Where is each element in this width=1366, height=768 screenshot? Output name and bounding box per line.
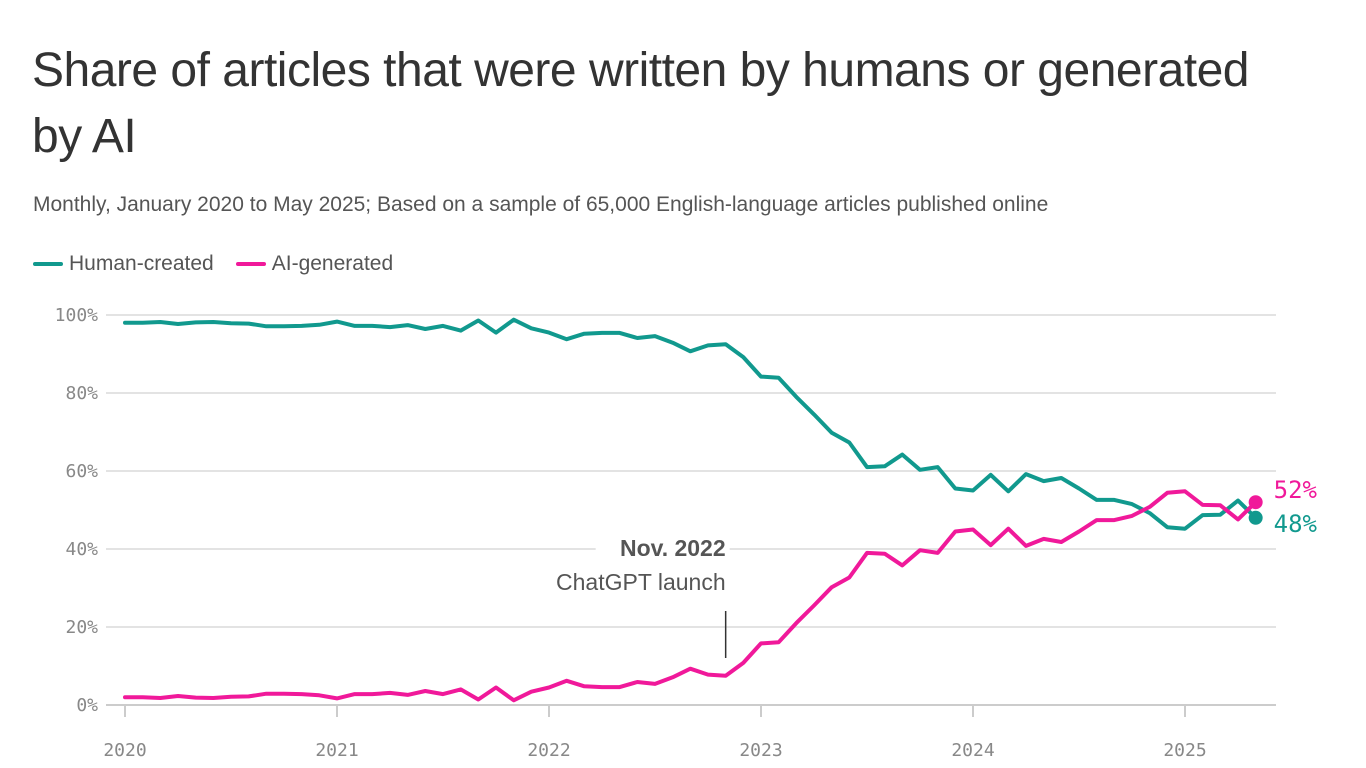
y-tick-label: 60% xyxy=(65,461,98,482)
legend-item-human: Human-created xyxy=(33,252,214,276)
y-tick-label: 0% xyxy=(76,695,98,716)
y-tick-label: 40% xyxy=(65,539,98,560)
legend: Human-created AI-generated xyxy=(33,252,393,276)
y-tick-label: 100% xyxy=(55,305,99,326)
x-tick-label: 2023 xyxy=(739,740,782,761)
legend-label-ai: AI-generated xyxy=(271,252,394,275)
chart-title: Share of articles that were written by h… xyxy=(32,44,1249,163)
series-end-label: 48% xyxy=(1274,510,1318,538)
x-tick-label: 2022 xyxy=(527,740,570,761)
y-tick-label: 80% xyxy=(65,383,98,404)
legend-item-ai: AI-generated xyxy=(235,252,394,276)
series-end-label: 52% xyxy=(1274,476,1318,504)
series-line-ai xyxy=(123,489,1258,703)
series-end-dot xyxy=(1248,495,1263,510)
series-line-human xyxy=(123,317,1258,531)
x-tick-label: 2020 xyxy=(103,740,146,761)
x-tick-label: 2025 xyxy=(1163,740,1206,761)
y-tick-label: 20% xyxy=(65,617,98,638)
legend-swatch-human xyxy=(33,262,63,266)
annotation-date: Nov. 2022 xyxy=(620,535,726,561)
x-tick-label: 2021 xyxy=(315,740,358,761)
x-tick-label: 2024 xyxy=(951,740,994,761)
legend-label-human: Human-created xyxy=(69,252,214,275)
annotation-bg xyxy=(595,533,730,563)
legend-swatch-ai xyxy=(235,262,266,266)
chart-subtitle: Monthly, January 2020 to May 2025; Based… xyxy=(33,193,1049,216)
annotation-label: ChatGPT launch xyxy=(556,569,726,595)
series-end-dot xyxy=(1248,510,1263,525)
